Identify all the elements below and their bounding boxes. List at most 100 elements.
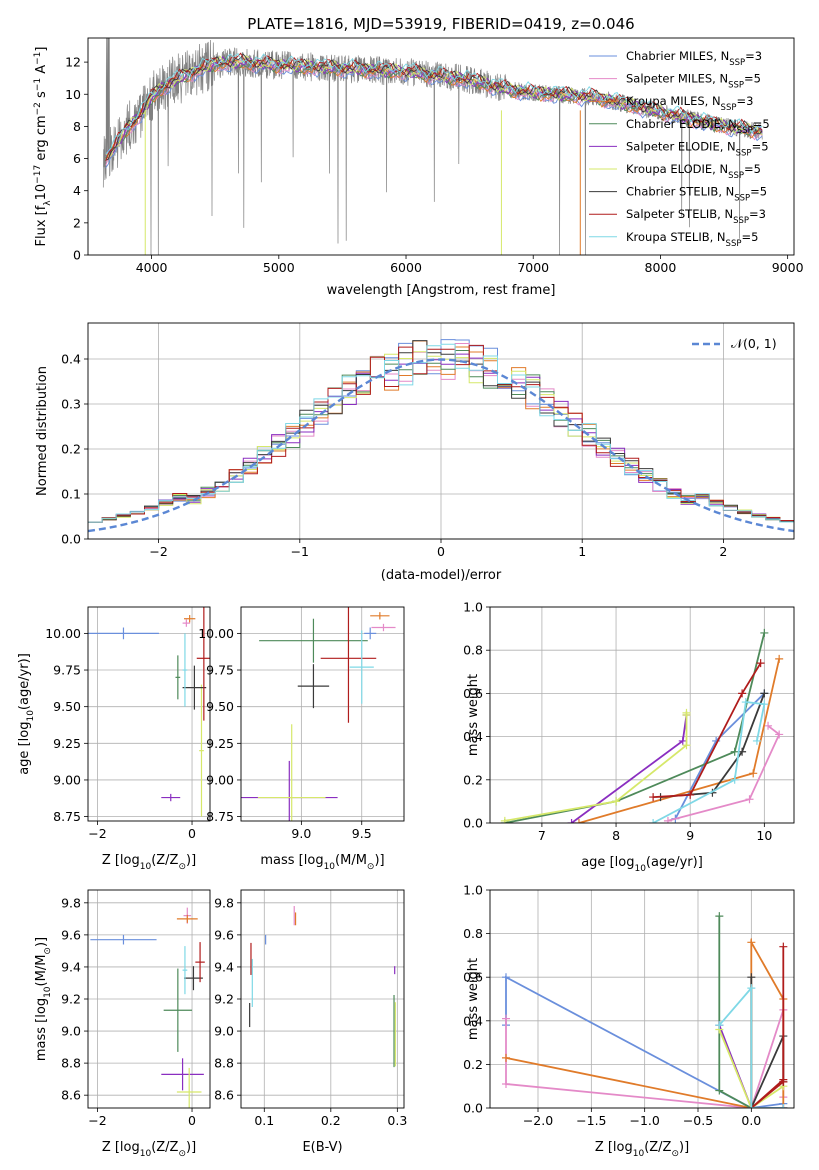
weight-marker: [730, 747, 739, 756]
weight-marker: [686, 790, 695, 799]
y-tick-label: 9.00: [206, 772, 234, 787]
y-axis-label: mass weight: [466, 674, 481, 756]
x-tick-label: 7: [538, 828, 546, 843]
weight-marker: [775, 654, 784, 663]
y-tick-label: 9.00: [53, 772, 81, 787]
x-tick-label: 0: [188, 1113, 196, 1128]
x-tick-label: −2: [149, 544, 167, 559]
x-tick-label: 5000: [263, 260, 295, 275]
weight-marker: [779, 942, 788, 951]
y-tick-label: 0.0: [61, 532, 81, 547]
y-tick-label: 1.0: [463, 600, 483, 615]
weight-marker: [502, 1080, 510, 1089]
plot-area: [249, 906, 396, 1068]
weight-marker: [649, 819, 658, 823]
weight-marker: [500, 816, 509, 823]
x-tick-label: 6000: [390, 260, 422, 275]
x-tick-label: 9000: [772, 260, 804, 275]
legend-label: 𝒩(0, 1): [731, 336, 777, 351]
weight-marker: [678, 736, 687, 745]
y-tick-label: 9.75: [206, 663, 234, 678]
weight-line-7: [653, 662, 762, 798]
x-tick-label: 0: [188, 826, 196, 841]
weight-line-8: [718, 985, 784, 1108]
y-tick-label: 9.8: [61, 895, 81, 910]
histogram-5: [88, 351, 794, 523]
weight-marker: [752, 736, 761, 745]
normal-curve: [88, 358, 794, 533]
weight-marker: [715, 1021, 724, 1030]
y-tick-label: 8.6: [214, 1088, 234, 1103]
weight-marker: [747, 984, 756, 993]
weight-marker: [747, 938, 756, 947]
weight-marker: [663, 816, 672, 823]
plot-area: [88, 607, 210, 817]
y-tick-label: 9.4: [214, 959, 234, 974]
plot-spectrum: 4000 5000 6000 7000 8000 9000 0 2 4 6 8 10 12 Chabrie…: [33, 37, 804, 298]
y-axis-label: mass [log10(M/M⊙)]: [34, 937, 53, 1061]
y-tick-label: 0.3: [61, 397, 81, 412]
weight-marker: [764, 721, 773, 730]
y-tick-label: 0.2: [463, 1057, 483, 1072]
weight-line-3: [718, 916, 784, 1108]
plot-mass-vs-Z: −2 0 8.6 8.8 9.0 9.2 9.4 9.6 9.8 Z [log10(Z/Z⊙)] m…: [34, 889, 211, 1159]
weight-marker: [779, 1077, 788, 1086]
y-tick-label: 12: [65, 55, 81, 70]
weight-marker: [715, 1086, 724, 1095]
weight-marker: [779, 1104, 788, 1108]
y-tick-label: 0.4: [463, 1013, 483, 1028]
x-tick-label: 0.1: [254, 1113, 274, 1128]
y-tick-label: 1.0: [463, 883, 483, 898]
weight-marker: [775, 730, 784, 739]
y-tick-label: 9.8: [214, 895, 234, 910]
x-tick-label: 7000: [517, 260, 549, 275]
weight-marker: [682, 711, 691, 719]
plot-weight-vs-Z: −2.0 −1.5 −1.0 −0.5 0.0 0.0 0.2 0.4 0.6 0.8 1.0 Z […: [463, 883, 795, 1159]
x-axis-label: mass [log10(M/M⊙)]: [260, 853, 384, 872]
weight-line-5: [718, 1029, 784, 1108]
histogram-2: [88, 340, 794, 523]
y-axis-label: Flux [fλ10−17 erg cm−2 s−1 A−1]: [33, 47, 53, 247]
y-tick-label: 4: [73, 183, 81, 198]
y-tick-label: 8: [73, 119, 81, 134]
x-tick-label: 0: [437, 544, 445, 559]
plot-residuals: −2 −1 0 1 2 0.0 0.1 0.2 0.3 0.4 𝒩(0, 1) (data-model…: [35, 322, 795, 583]
axes-frame: [240, 889, 405, 1109]
weight-marker: [567, 819, 576, 823]
legend: Chabrier MILES, NSSP=3 Salpeter MILES, NS…: [589, 49, 770, 249]
plot-area: [88, 339, 794, 533]
x-tick-label: 9: [686, 828, 694, 843]
x-axis-label: Z [log10(Z/Z⊙)]: [595, 1140, 689, 1159]
histogram-7: [88, 344, 794, 523]
weight-marker: [745, 795, 754, 804]
y-tick-label: 0.6: [463, 970, 483, 985]
y-axis-label: mass weight: [466, 958, 481, 1040]
y-tick-label: 10: [65, 87, 81, 102]
plot-weight-vs-age: 7 8 9 10 0.0 0.2 0.4 0.6 0.8 1.0 age [log10(age/yr…: [463, 600, 795, 874]
y-tick-label: 0.2: [463, 772, 483, 787]
weight-line-4: [718, 1024, 784, 1108]
plot-area: [102, 38, 763, 255]
y-tick-label: 9.4: [61, 959, 81, 974]
y-tick-label: 8.6: [61, 1088, 81, 1103]
y-tick-label: 0.8: [463, 926, 483, 941]
y-tick-label: 0.0: [463, 1101, 483, 1116]
x-tick-label: 9.5: [352, 826, 372, 841]
legend-label: Kroupa ELODIE, NSSP=5: [626, 162, 761, 181]
y-tick-label: 9.6: [214, 927, 234, 942]
y-tick-label: 9.75: [53, 663, 81, 678]
legend-label: Chabrier MILES, NSSP=3: [626, 49, 762, 68]
y-tick-label: 10.00: [198, 626, 234, 641]
x-axis-label: Z [log10(Z/Z⊙)]: [102, 1140, 196, 1159]
model-line-4: [105, 56, 763, 156]
weight-marker: [574, 819, 583, 823]
weight-marker: [502, 1014, 510, 1023]
y-tick-label: 0.8: [463, 643, 483, 658]
weight-marker: [760, 700, 769, 709]
x-tick-label: −1: [291, 544, 309, 559]
x-tick-label: 0.2: [321, 1113, 341, 1128]
x-axis-label: wavelength [Angstrom, rest frame]: [327, 283, 556, 298]
y-tick-label: 0: [73, 248, 81, 263]
weight-marker: [760, 689, 769, 698]
